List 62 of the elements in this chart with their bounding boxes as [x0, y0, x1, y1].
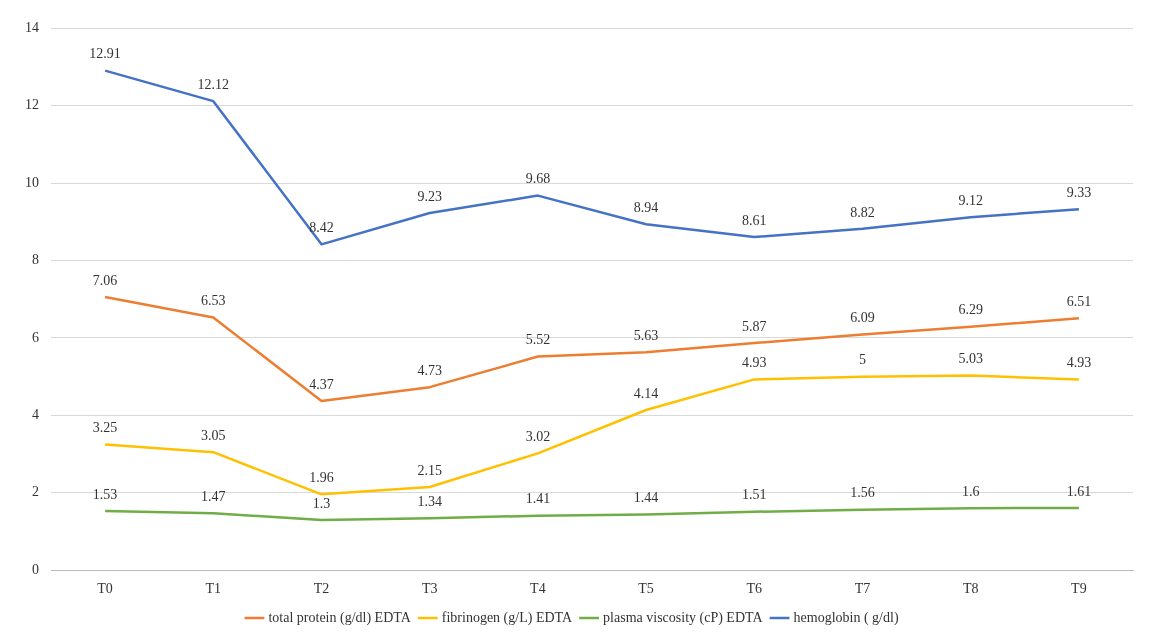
legend-label: fibrinogen (g/L) EDTA	[441, 609, 573, 626]
data-label: 12.91	[89, 46, 121, 62]
data-label: 9.33	[1066, 184, 1092, 200]
data-label: 1.34	[417, 494, 442, 510]
data-label: 5.63	[633, 327, 659, 343]
data-label: 3.05	[201, 427, 226, 443]
x-tick-label: T8	[962, 581, 979, 597]
data-label: 8.42	[309, 220, 334, 236]
y-tick-label: 8	[32, 252, 39, 268]
y-tick-label: 6	[32, 329, 39, 345]
data-label: 6.53	[201, 293, 226, 309]
data-label: 6.51	[1066, 293, 1092, 309]
data-label: 1.56	[850, 485, 875, 501]
data-label: 9.12	[958, 192, 983, 208]
data-label: 4.93	[742, 355, 767, 371]
data-label: 12.12	[197, 76, 230, 92]
x-tick-label: T1	[205, 581, 222, 597]
data-label: 1.47	[201, 488, 226, 504]
data-label: 9.68	[525, 171, 551, 187]
data-label: 7.06	[92, 272, 118, 288]
data-label: 1.41	[525, 491, 551, 507]
data-label: 6.09	[850, 310, 875, 326]
y-tick-label: 14	[25, 20, 39, 36]
data-label: 5.87	[742, 318, 767, 334]
y-tick-label: 12	[25, 97, 39, 113]
data-label: 6.29	[958, 302, 983, 318]
data-label: 4.14	[633, 385, 659, 401]
data-label: 9.23	[417, 188, 442, 204]
x-tick-label: T2	[313, 581, 330, 597]
x-tick-label: T0	[97, 581, 113, 597]
y-tick-label: 10	[25, 174, 39, 190]
legend-label: plasma viscosity (cP) EDTA	[603, 609, 764, 626]
x-tick-label: T7	[854, 581, 871, 597]
data-label: 1.51	[742, 487, 767, 503]
y-tick-label: 4	[32, 407, 39, 423]
x-tick-label: T9	[1071, 581, 1087, 597]
data-label: 3.02	[525, 429, 551, 444]
data-label: 4.73	[417, 362, 442, 378]
data-label: 8.94	[633, 199, 659, 215]
x-tick-label: T3	[421, 581, 438, 597]
data-label: 1.53	[92, 486, 118, 502]
data-label: 3.25	[92, 420, 118, 436]
data-label: 2.15	[417, 462, 442, 478]
data-label: 1.3	[312, 495, 331, 511]
data-label: 5.52	[525, 332, 551, 348]
x-tick-label: T5	[638, 581, 654, 597]
data-label: 1.6	[961, 483, 980, 499]
legend-label: total protein (g/dl) EDTA	[268, 609, 412, 626]
data-label: 4.37	[309, 376, 334, 392]
data-label: 1.44	[633, 490, 659, 506]
data-label: 5.03	[958, 351, 983, 367]
y-tick-label: 0	[32, 561, 39, 577]
x-tick-label: T6	[746, 581, 763, 597]
data-label: 5	[859, 352, 866, 368]
data-label: 4.93	[1066, 355, 1092, 371]
data-label: 1.61	[1066, 483, 1092, 499]
y-tick-label: 2	[32, 484, 39, 500]
x-tick-label: T4	[530, 581, 546, 597]
legend-label: hemoglobin ( g/dl)	[793, 609, 899, 626]
data-label: 8.82	[850, 204, 875, 220]
data-label: 1.96	[309, 470, 334, 486]
data-label: 8.61	[742, 212, 767, 228]
